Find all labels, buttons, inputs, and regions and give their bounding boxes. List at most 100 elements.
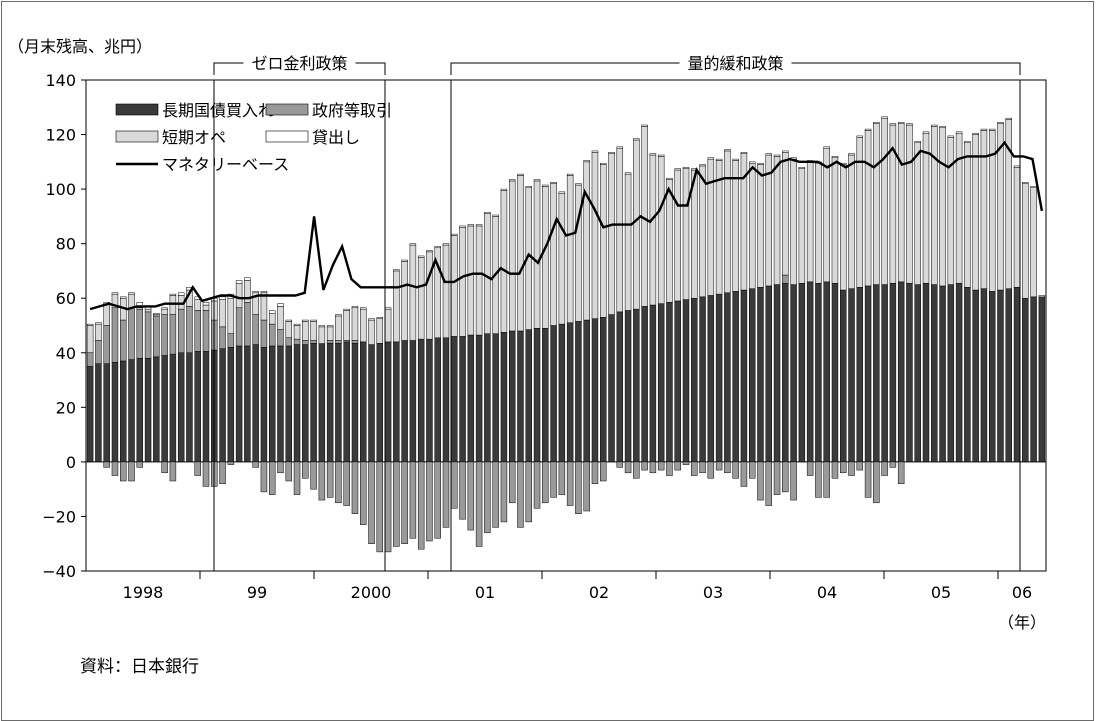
bar-long-term-jgb <box>550 325 557 463</box>
bar-government-negative <box>848 461 855 476</box>
bar-lending <box>451 233 458 236</box>
bar-long-term-jgb <box>508 330 516 463</box>
bar-lending <box>724 149 731 152</box>
bar-government-positive <box>235 307 243 347</box>
bar-government-negative <box>790 461 797 501</box>
bar-long-term-jgb <box>616 311 624 463</box>
y-tick-label: 60 <box>56 289 76 308</box>
bar-short-term-ops <box>451 235 458 337</box>
bar-long-term-jgb <box>980 288 988 463</box>
source-note: 資料：日本銀行 <box>80 657 199 677</box>
bar-lending <box>235 280 243 284</box>
bar-short-term-ops <box>103 303 110 326</box>
bar-long-term-jgb <box>475 334 483 463</box>
bar-short-term-ops <box>972 134 979 291</box>
bar-government-negative <box>103 461 110 468</box>
bar-government-positive <box>260 319 268 348</box>
bar-short-term-ops <box>666 179 673 303</box>
bar-long-term-jgb <box>459 336 466 463</box>
bar-long-term-jgb <box>931 284 938 463</box>
bar-lending <box>293 323 301 326</box>
bar-short-term-ops <box>467 225 475 336</box>
x-year-label: 01 <box>475 583 495 602</box>
bar-government-positive <box>161 314 168 356</box>
bar-government-positive <box>310 340 317 344</box>
bar-short-term-ops <box>343 310 350 341</box>
bar-short-term-ops <box>682 168 690 300</box>
bar-government-negative <box>806 461 814 476</box>
bar-lending <box>484 212 491 214</box>
bar-government-negative <box>889 461 897 468</box>
bar-long-term-jgb <box>591 318 599 463</box>
bar-long-term-jgb <box>955 282 963 463</box>
bar-lending <box>566 173 574 176</box>
bar-short-term-ops <box>748 162 756 289</box>
bar-long-term-jgb <box>633 308 640 463</box>
bar-government-negative <box>840 461 847 474</box>
bar-lending <box>219 296 226 300</box>
bar-long-term-jgb <box>997 289 1004 463</box>
bar-government-positive <box>103 325 110 364</box>
bar-long-term-jgb <box>782 282 789 463</box>
bar-lending <box>417 255 425 258</box>
bar-government-positive <box>120 319 127 362</box>
bar-short-term-ops <box>790 158 797 285</box>
bar-lending <box>682 167 690 169</box>
y-tick-label: 20 <box>56 398 76 417</box>
bar-government-negative <box>426 461 433 542</box>
bar-long-term-jgb <box>947 284 955 463</box>
bar-short-term-ops <box>169 295 177 315</box>
bar-lending <box>624 172 632 175</box>
bar-government-positive <box>153 315 160 358</box>
bar-lending <box>244 277 251 281</box>
bar-lending <box>318 325 326 328</box>
bar-long-term-jgb <box>500 332 508 463</box>
bar-lending <box>657 154 665 157</box>
bar-government-positive <box>111 307 119 363</box>
bar-government-negative <box>633 461 640 479</box>
bar-long-term-jgb <box>268 345 276 463</box>
bar-short-term-ops <box>608 153 615 315</box>
bar-government-negative <box>715 461 723 471</box>
bar-lending <box>86 323 94 326</box>
bar-government-positive <box>351 340 359 344</box>
bar-government-negative <box>591 461 599 484</box>
bar-lending <box>202 302 210 306</box>
bar-government-negative <box>566 461 574 506</box>
bar-government-positive <box>136 308 144 359</box>
bar-government-negative <box>748 461 756 479</box>
bar-long-term-jgb <box>326 342 334 463</box>
bar-long-term-jgb <box>889 282 897 463</box>
bar-lending <box>881 116 888 119</box>
bar-government-negative <box>724 461 731 474</box>
bar-short-term-ops <box>914 142 921 285</box>
bar-government-positive <box>335 340 342 344</box>
bar-long-term-jgb <box>806 281 814 463</box>
bar-long-term-jgb <box>939 285 946 463</box>
bar-short-term-ops <box>302 321 309 341</box>
bar-long-term-jgb <box>1030 296 1037 463</box>
bar-lending <box>591 150 599 153</box>
bar-long-term-jgb <box>103 363 110 463</box>
bar-long-term-jgb <box>376 342 384 463</box>
bar-lending <box>715 158 723 161</box>
bar-lending <box>475 224 483 227</box>
bar-government-negative <box>624 461 632 474</box>
bar-government-negative <box>161 461 168 474</box>
bar-lending <box>674 168 681 171</box>
bar-long-term-jgb <box>691 297 698 463</box>
bar-lending <box>757 162 764 165</box>
bar-lending <box>964 141 971 143</box>
bar-lending <box>492 214 499 217</box>
bar-short-term-ops <box>219 299 226 328</box>
x-year-label: 2000 <box>351 583 392 602</box>
bar-short-term-ops <box>980 130 988 289</box>
bar-long-term-jgb <box>682 299 690 463</box>
bar-short-term-ops <box>566 175 574 324</box>
bar-short-term-ops <box>409 244 417 341</box>
y-tick-label: 80 <box>56 235 76 254</box>
bar-lending <box>1022 182 1029 184</box>
legend-label: 政府等取引 <box>312 101 392 120</box>
bar-government-negative <box>508 461 516 504</box>
